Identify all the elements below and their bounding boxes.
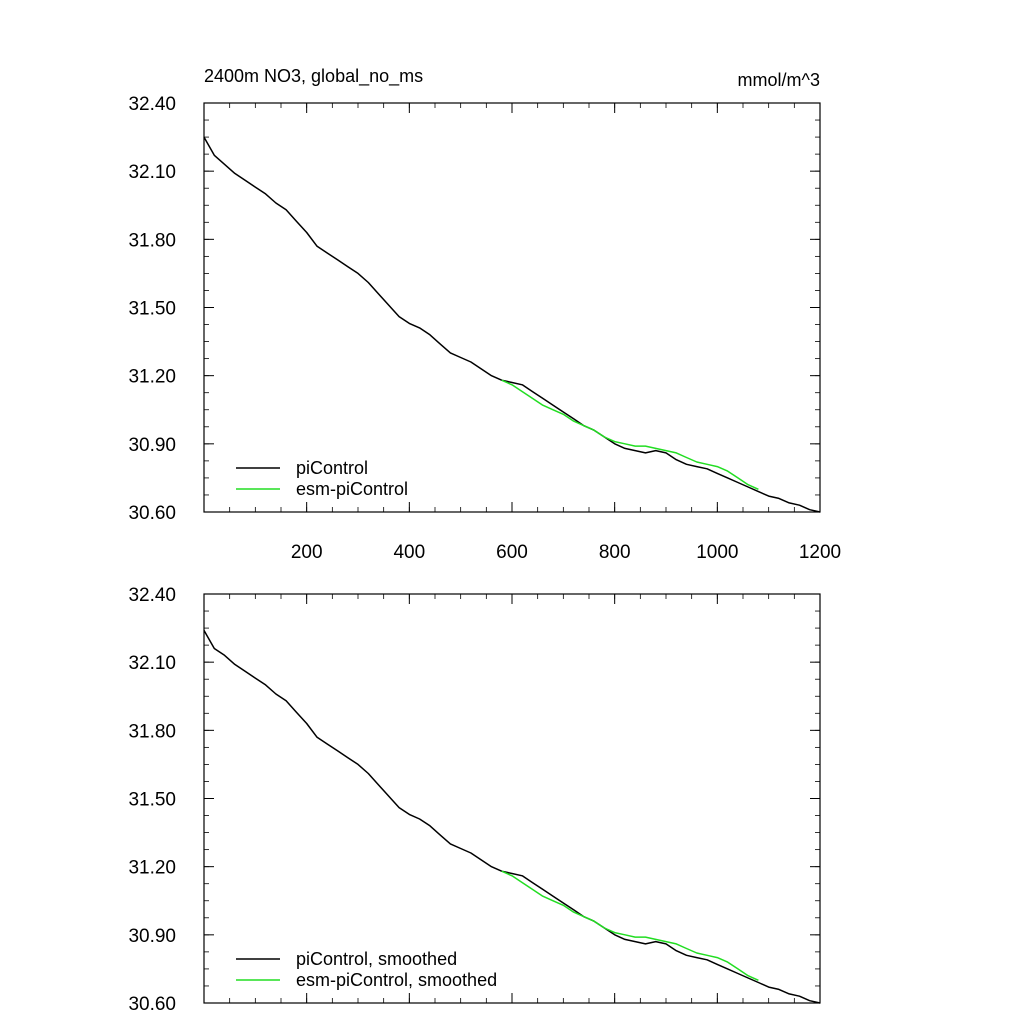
chart-panel-2: 30.60 30.90 31.20 31.50 31.80 32.10 32.40 piCon… <box>128 585 821 1015</box>
y-tick-label: 30.60 <box>128 994 176 1015</box>
y-tick-label: 32.10 <box>128 162 176 183</box>
x-tick-label: 600 <box>496 542 528 563</box>
y-tick-label: 30.90 <box>128 435 176 456</box>
y-tick-label: 31.20 <box>128 367 176 388</box>
plot-frame <box>203 593 821 1004</box>
units-label: mmol/m^3 <box>738 70 820 90</box>
y-tick-label: 31.80 <box>128 230 176 251</box>
x-tick-label: 800 <box>599 542 631 563</box>
legend-label: esm-piControl <box>296 479 408 499</box>
series-line-esm-picontrol <box>501 379 759 490</box>
y-tick-label: 30.60 <box>128 503 176 524</box>
y-tick-label: 31.80 <box>128 721 176 742</box>
y-tick-label: 32.10 <box>128 653 176 674</box>
y-tick-label: 31.50 <box>128 790 176 811</box>
x-tick-label: 1000 <box>696 542 738 563</box>
y-tick-label: 32.40 <box>128 585 176 606</box>
x-tick-label: 1200 <box>799 542 841 563</box>
y-tick-label: 31.50 <box>128 299 176 320</box>
chart-title: 2400m NO3, global_no_ms <box>204 66 423 87</box>
legend-label: piControl, smoothed <box>296 949 457 969</box>
legend-label: piControl <box>296 458 368 478</box>
chart-panel-1: 30.60 30.90 31.20 31.50 31.80 32.10 32.40 200 40… <box>128 94 841 563</box>
series-line-picontrol <box>203 630 821 1004</box>
y-tick-label: 31.20 <box>128 858 176 879</box>
x-tick-label: 200 <box>291 542 323 563</box>
x-tick-label: 400 <box>393 542 425 563</box>
series-line-esm-picontrol <box>501 870 759 981</box>
y-tick-label: 32.40 <box>128 94 176 115</box>
y-tick-label: 30.90 <box>128 926 176 947</box>
series-line-picontrol <box>203 136 821 513</box>
legend-label: esm-piControl, smoothed <box>296 970 497 990</box>
plot-frame <box>203 102 821 513</box>
